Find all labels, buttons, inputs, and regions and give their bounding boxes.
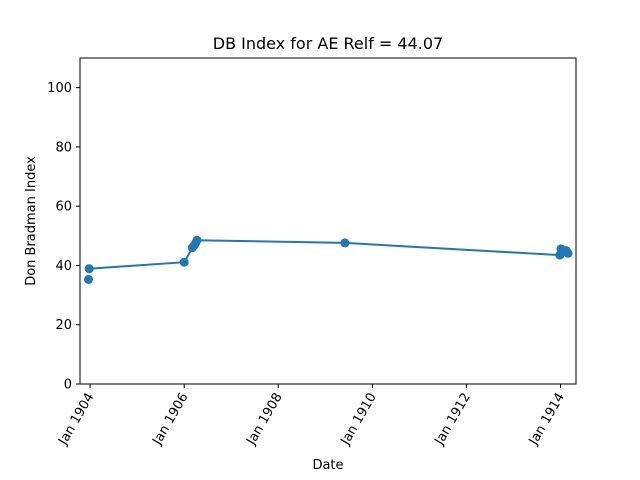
y-tick-label: 60 [55,200,72,215]
y-axis-label: Don Bradman Index [24,156,39,286]
data-point [84,274,94,284]
plot-area [84,235,573,284]
chart-title: DB Index for AE Relf = 44.07 [213,34,443,53]
y-tick-label: 20 [55,318,72,333]
y-tick-label: 0 [64,378,72,393]
data-point [84,264,94,274]
axes-frame [79,57,577,385]
data-point [192,235,202,245]
data-point [563,248,573,258]
data-point [179,257,189,267]
y-ticks: 0 20 40 60 80 100 [47,81,80,393]
data-point [340,238,350,248]
y-tick-label: 40 [55,259,72,274]
y-tick-label: 100 [47,81,72,96]
y-tick-label: 80 [55,140,72,155]
x-axis-label: Date [312,458,343,473]
